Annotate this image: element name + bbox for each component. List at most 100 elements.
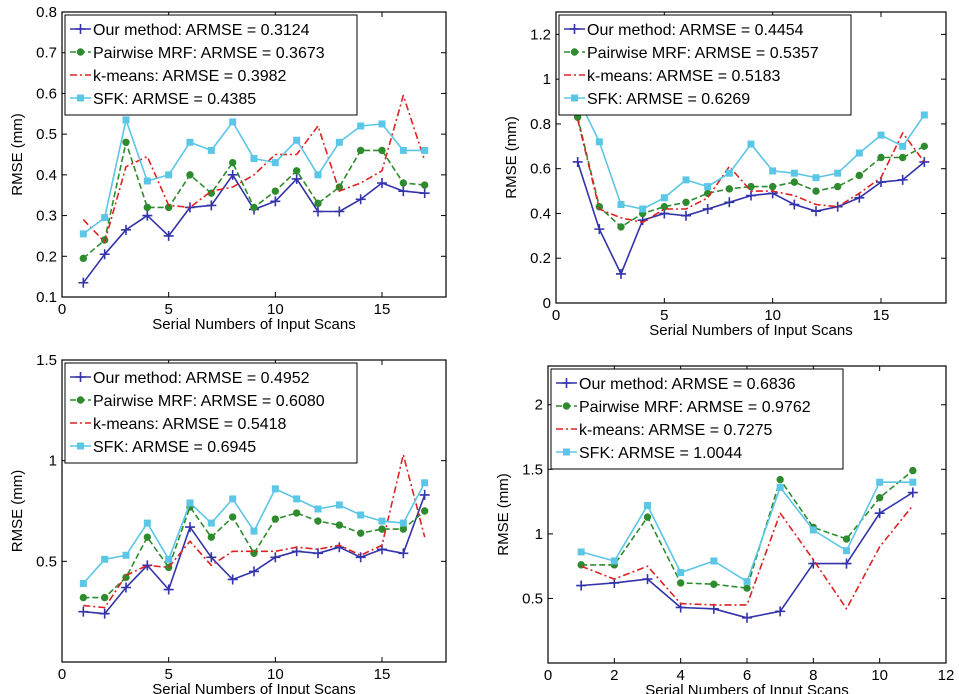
data-point-s4-14 xyxy=(357,511,365,519)
legend-marker-1 xyxy=(75,24,86,34)
data-point-s4-10 xyxy=(876,478,884,486)
legend-marker-4 xyxy=(571,94,578,102)
data-point-s1-3 xyxy=(121,582,131,593)
y-tick-label: 1 xyxy=(535,526,543,543)
y-tick-label: 0.4 xyxy=(36,167,57,184)
legend-entry-3: k-means: ARMSE = 0.7275 xyxy=(579,422,773,439)
data-point-s2-10 xyxy=(271,187,280,195)
x-tick-label: 10 xyxy=(267,666,284,683)
data-point-s2-11 xyxy=(292,167,301,175)
data-point-s2-14 xyxy=(356,146,365,155)
data-point-s2-17 xyxy=(920,142,929,151)
legend-box xyxy=(550,368,844,470)
data-point-s4-15 xyxy=(877,131,885,139)
data-point-s4-5 xyxy=(710,557,718,565)
data-point-s1-14 xyxy=(355,552,366,563)
data-point-s4-12 xyxy=(314,505,322,513)
data-point-s4-14 xyxy=(855,149,863,157)
data-point-s1-10 xyxy=(874,508,885,519)
data-point-s2-7 xyxy=(776,475,784,484)
x-tick-label: 10 xyxy=(267,301,284,318)
data-point-s2-11 xyxy=(292,509,301,517)
data-point-s1-3 xyxy=(121,224,131,235)
data-point-s1-6 xyxy=(742,612,752,623)
x-tick-label: 15 xyxy=(374,301,391,318)
data-point-s2-4 xyxy=(143,203,152,212)
data-point-s4-2 xyxy=(101,214,109,222)
chart-panel-2: 0 5 10 15 0 0.2 0.4 0.6 0.8 1 1.2 Serial Numbers of… xyxy=(503,11,947,339)
data-point-s1-10 xyxy=(270,552,281,563)
data-point-s4-12 xyxy=(812,174,820,182)
data-point-s1-12 xyxy=(313,548,323,559)
y-tick-label: 0.6 xyxy=(530,161,551,178)
data-point-s4-10 xyxy=(769,167,777,175)
series-group xyxy=(572,93,930,279)
x-tick-label: 0 xyxy=(552,307,560,324)
y-tick-label: 1 xyxy=(49,453,57,470)
y-axis-label: RMSE (mm) xyxy=(9,470,26,553)
legend-marker-4 xyxy=(563,448,570,456)
data-point-s2-8 xyxy=(228,158,237,167)
data-point-s2-6 xyxy=(743,584,751,592)
data-point-s2-17 xyxy=(420,507,429,515)
x-axis-label: Serial Numbers of Input Scans xyxy=(649,322,852,339)
data-point-s2-2 xyxy=(100,593,109,602)
legend-entry-3: k-means: ARMSE = 0.5183 xyxy=(587,68,781,85)
data-point-s4-6 xyxy=(743,578,751,586)
data-point-s1-14 xyxy=(355,194,366,205)
y-tick-label: 0.2 xyxy=(530,250,551,267)
data-point-s1-13 xyxy=(334,542,345,553)
x-tick-label: 12 xyxy=(938,667,955,684)
data-point-s1-8 xyxy=(724,197,735,208)
y-axis-label: RMSE (mm) xyxy=(503,116,520,199)
data-point-s4-10 xyxy=(271,485,279,493)
data-point-s4-5 xyxy=(165,555,173,563)
legend-marker-2 xyxy=(562,402,571,410)
y-tick-label: 0.6 xyxy=(36,85,57,102)
data-point-s4-16 xyxy=(899,142,907,150)
y-tick-label: 0.8 xyxy=(530,116,551,133)
data-point-s2-13 xyxy=(335,521,344,529)
data-point-s4-11 xyxy=(909,478,917,486)
data-point-s1-6 xyxy=(681,210,691,221)
legend-entry-2: Pairwise MRF: ARMSE = 0.5357 xyxy=(587,45,819,62)
data-point-s1-9 xyxy=(249,566,259,577)
data-point-s4-17 xyxy=(421,146,429,154)
data-point-s2-8 xyxy=(725,185,734,193)
data-point-s1-15 xyxy=(377,178,387,188)
data-point-s4-8 xyxy=(809,526,817,534)
data-point-s2-11 xyxy=(909,466,917,475)
data-point-s2-1 xyxy=(79,254,88,263)
legend-box xyxy=(558,14,852,116)
y-tick-label: 0.1 xyxy=(36,289,57,306)
legend-entry-4: SFK: ARMSE = 0.6269 xyxy=(587,91,750,108)
legend-marker-1 xyxy=(561,378,572,388)
data-point-s2-10 xyxy=(271,515,280,523)
x-tick-label: 5 xyxy=(164,666,172,683)
data-point-s1-11 xyxy=(291,173,302,184)
data-point-s2-4 xyxy=(143,533,152,541)
y-tick-label: 0.5 xyxy=(522,590,543,607)
x-tick-label: 6 xyxy=(743,667,751,684)
y-tick-label: 0.7 xyxy=(36,45,57,62)
legend-entry-4: SFK: ARMSE = 1.0044 xyxy=(579,445,742,462)
legend-box xyxy=(64,362,358,464)
data-point-s2-13 xyxy=(335,183,344,191)
data-point-s2-10 xyxy=(875,494,884,502)
data-point-s1-10 xyxy=(270,196,281,207)
x-tick-label: 4 xyxy=(676,667,684,684)
data-point-s2-6 xyxy=(186,171,194,179)
data-point-s2-13 xyxy=(833,182,842,191)
data-point-s4-5 xyxy=(660,194,668,202)
data-point-s1-7 xyxy=(206,552,217,563)
x-tick-label: 0 xyxy=(544,667,552,684)
data-point-s4-7 xyxy=(207,146,215,154)
data-point-s4-4 xyxy=(143,177,151,185)
legend-entry-2: Pairwise MRF: ARMSE = 0.3673 xyxy=(93,45,325,62)
legend: Our method: ARMSE = 0.4952 Pairwise MRF: … xyxy=(64,362,358,464)
y-tick-label: 0.5 xyxy=(36,126,57,143)
y-tick-label: 0.8 xyxy=(36,4,57,21)
data-point-s4-3 xyxy=(122,116,130,124)
